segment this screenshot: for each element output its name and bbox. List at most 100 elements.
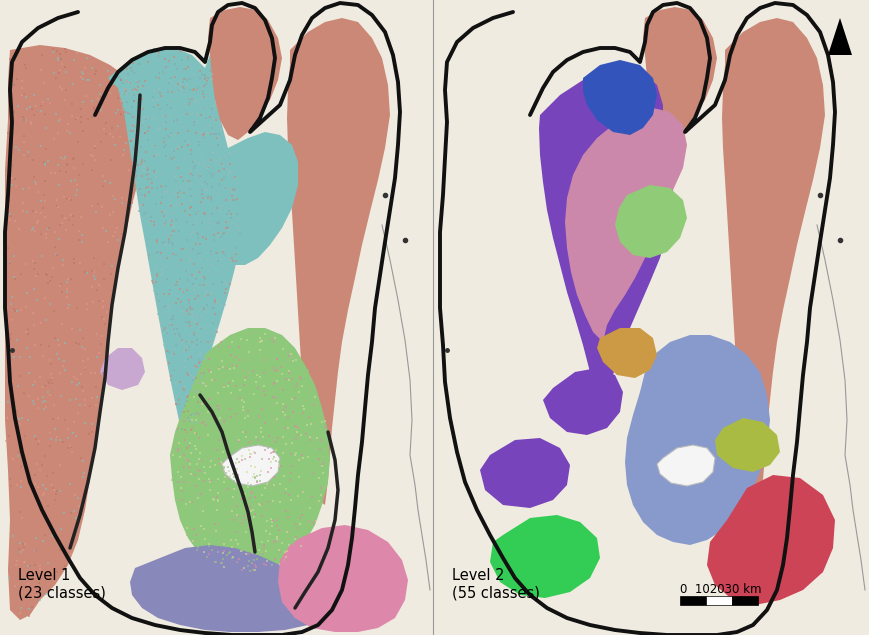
Point <box>213 206 227 216</box>
Point <box>207 495 221 505</box>
Point <box>199 283 213 293</box>
Point <box>222 505 236 515</box>
Point <box>86 297 100 307</box>
Point <box>29 533 43 543</box>
Point <box>120 64 134 74</box>
Point <box>288 421 302 431</box>
Point <box>240 498 254 508</box>
Point <box>19 64 33 74</box>
Point <box>46 413 60 424</box>
Point <box>224 255 238 265</box>
Point <box>25 251 39 261</box>
Point <box>286 425 300 436</box>
Point <box>204 251 218 261</box>
Point <box>134 78 148 88</box>
Point <box>162 289 176 299</box>
Point <box>96 312 109 323</box>
Point <box>46 47 60 57</box>
Point <box>15 315 29 325</box>
Point <box>160 261 174 271</box>
Point <box>263 337 277 347</box>
Point <box>158 118 172 128</box>
Point <box>216 554 230 564</box>
Point <box>93 88 107 98</box>
Point <box>201 526 215 536</box>
Point <box>216 498 229 508</box>
Point <box>244 404 258 414</box>
Point <box>167 161 181 171</box>
Point <box>232 436 246 446</box>
Point <box>222 535 236 545</box>
Point <box>184 169 198 179</box>
Point <box>294 540 308 551</box>
Point <box>212 217 226 227</box>
Point <box>315 417 328 427</box>
Point <box>212 363 226 373</box>
Point <box>177 86 191 96</box>
Point <box>56 508 70 518</box>
Point <box>257 540 271 550</box>
Point <box>117 145 131 155</box>
Point <box>212 454 226 464</box>
Point <box>84 427 98 438</box>
Point <box>133 58 147 69</box>
Point <box>279 439 293 450</box>
Point <box>88 141 102 151</box>
Point <box>277 423 291 433</box>
Point <box>123 77 137 88</box>
Point <box>230 472 244 483</box>
Point <box>192 433 206 443</box>
Point <box>175 335 189 345</box>
Point <box>141 163 155 173</box>
Point <box>197 414 211 424</box>
Point <box>176 309 190 319</box>
Point <box>269 437 282 447</box>
Point <box>69 513 83 523</box>
Point <box>254 424 268 434</box>
Point <box>165 226 179 236</box>
Point <box>269 414 283 424</box>
Point <box>173 419 187 429</box>
Point <box>87 102 101 112</box>
Point <box>36 480 50 490</box>
Point <box>23 352 37 363</box>
Point <box>5 255 19 265</box>
Point <box>215 277 229 287</box>
Point <box>125 85 139 95</box>
Point <box>76 237 90 247</box>
Point <box>43 168 57 178</box>
Point <box>267 401 281 411</box>
Point <box>63 210 77 220</box>
Point <box>156 187 170 197</box>
Point <box>236 397 250 407</box>
Point <box>182 100 196 110</box>
Point <box>150 150 164 160</box>
Point <box>233 385 247 395</box>
Point <box>67 153 81 163</box>
Point <box>55 59 69 69</box>
Point <box>74 72 88 82</box>
Point <box>28 488 42 498</box>
Point <box>54 152 68 163</box>
Point <box>184 352 198 363</box>
Point <box>225 184 239 194</box>
Point <box>72 257 86 267</box>
Point <box>68 175 82 185</box>
Point <box>17 150 30 160</box>
Point <box>167 201 181 211</box>
Point <box>158 190 172 201</box>
Point <box>36 47 50 57</box>
Point <box>221 218 235 229</box>
Point <box>116 104 130 114</box>
Point <box>159 254 173 264</box>
Point <box>127 90 141 100</box>
Point <box>131 134 145 144</box>
Point <box>96 331 109 341</box>
Point <box>205 410 219 420</box>
Point <box>209 190 223 201</box>
Point <box>1 403 15 413</box>
Point <box>121 100 135 110</box>
Point <box>174 301 188 311</box>
Point <box>201 161 215 171</box>
Point <box>277 392 291 402</box>
